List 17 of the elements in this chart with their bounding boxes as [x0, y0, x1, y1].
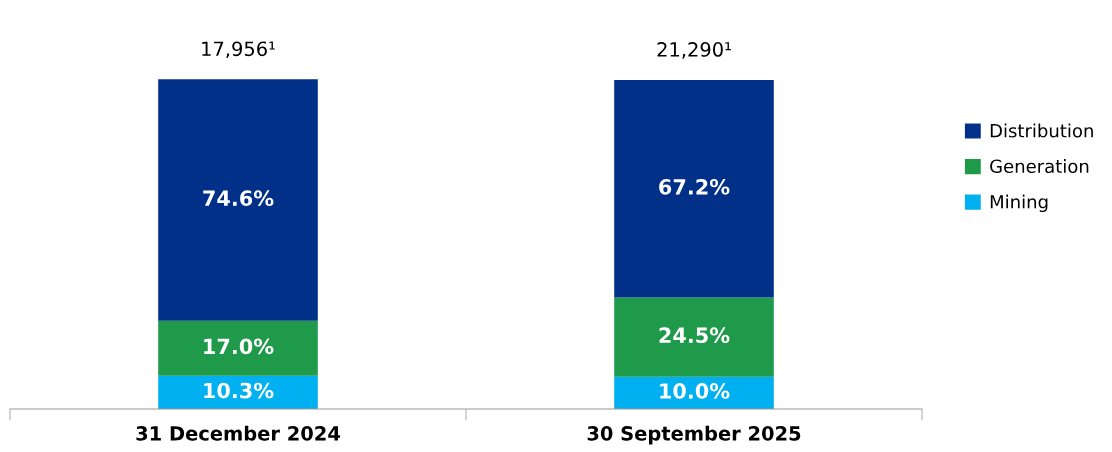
bar: [614, 297, 774, 377]
legend-label: Mining: [990, 194, 1048, 213]
data-label: 17.0%: [204, 338, 274, 355]
annotation: 21,290¹: [657, 42, 731, 59]
data-label: 10.0%: [660, 383, 730, 399]
data-label: 24.5%: [659, 327, 730, 344]
annotation: 17,956¹: [202, 41, 275, 59]
data-label: 67.2%: [659, 178, 730, 195]
bar: [158, 79, 318, 321]
data-label: 74.6%: [203, 190, 274, 207]
bar: [158, 320, 318, 376]
x-tick-label: 30 September 2025: [587, 425, 801, 445]
legend-label: Generation: [990, 159, 1089, 174]
bar: [614, 79, 774, 298]
legend-label: Distribution: [990, 123, 1093, 138]
x-tick-label: 31 December 2024: [136, 425, 340, 441]
data-label: 10.3%: [204, 382, 274, 399]
